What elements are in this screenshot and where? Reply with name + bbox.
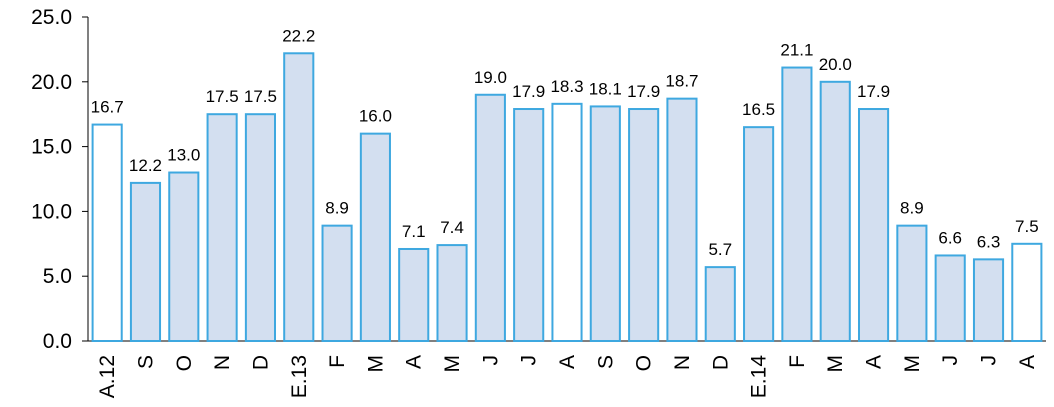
bar xyxy=(704,266,736,342)
x-category-label: E.13 xyxy=(288,355,311,398)
data-label: 21.1 xyxy=(780,41,813,60)
data-label: 19.0 xyxy=(474,68,507,87)
bar-series xyxy=(91,52,1043,343)
data-label: 17.9 xyxy=(512,82,545,101)
bar xyxy=(91,123,123,343)
x-category-label: F xyxy=(786,355,809,368)
data-label: 17.5 xyxy=(206,87,239,106)
data-label: 17.9 xyxy=(857,82,890,101)
data-label: 12.2 xyxy=(129,156,162,175)
x-category-label: M xyxy=(824,355,847,373)
x-category-label: J xyxy=(939,355,962,366)
bar xyxy=(206,113,238,342)
bar xyxy=(896,224,928,343)
x-category-label: O xyxy=(633,355,656,371)
x-category-label: S xyxy=(134,355,157,369)
x-category-label: A xyxy=(1016,355,1039,369)
data-label: 16.7 xyxy=(91,98,124,117)
bar xyxy=(474,93,506,343)
bar xyxy=(743,126,775,342)
data-label: 7.1 xyxy=(402,222,426,241)
data-label: 8.9 xyxy=(325,199,349,218)
bar xyxy=(129,181,162,342)
bar xyxy=(1011,242,1043,342)
bar xyxy=(781,66,813,342)
y-tick-label: 0.0 xyxy=(43,330,72,353)
bar xyxy=(589,105,621,343)
y-tick-label: 25.0 xyxy=(31,6,72,29)
bar xyxy=(436,244,468,342)
data-label: 6.6 xyxy=(938,228,962,247)
x-category-label: J xyxy=(978,355,1001,366)
x-axis-labels: A.12 S O N D E.13 F M A M J J A S O N D E.14 F M A M J J A xyxy=(96,355,1039,399)
data-label: 8.9 xyxy=(900,199,924,218)
data-labels: 16.7 12.2 13.0 17.5 17.5 22.2 8.9 16.0 7.1 7.4 19.… xyxy=(91,26,1039,259)
data-label: 17.9 xyxy=(627,82,660,101)
y-tick-label: 10.0 xyxy=(31,200,72,223)
bar xyxy=(244,113,277,342)
data-label: 5.7 xyxy=(708,240,732,259)
x-category-label: N xyxy=(211,355,234,370)
data-label: 18.7 xyxy=(665,72,698,91)
x-category-label: F xyxy=(326,355,349,368)
data-label: 20.0 xyxy=(819,55,852,74)
bar xyxy=(359,132,391,342)
bar xyxy=(857,108,890,342)
bar xyxy=(513,108,545,342)
y-tick-label: 5.0 xyxy=(43,265,72,288)
x-category-label: A xyxy=(403,355,426,369)
bar xyxy=(321,224,353,343)
bar xyxy=(934,254,966,343)
data-label: 22.2 xyxy=(282,26,315,45)
x-category-label: J xyxy=(479,355,502,366)
bar xyxy=(628,108,660,342)
x-category-label: M xyxy=(441,355,464,373)
x-category-label: A xyxy=(556,355,579,369)
bar xyxy=(283,52,315,343)
x-category-label: M xyxy=(364,355,387,373)
data-label: 6.3 xyxy=(977,232,1001,251)
bar xyxy=(168,171,200,342)
x-category-label: S xyxy=(594,355,617,369)
data-label: 17.5 xyxy=(244,87,277,106)
data-label: 18.3 xyxy=(550,77,583,96)
x-category-label: E.14 xyxy=(748,355,771,399)
bar xyxy=(551,102,583,342)
x-category-label: J xyxy=(518,355,541,366)
bar xyxy=(666,97,698,343)
bar xyxy=(972,258,1005,342)
x-category-label: A xyxy=(863,355,886,369)
y-tick-label: 15.0 xyxy=(31,136,72,159)
data-label: 7.4 xyxy=(440,218,464,237)
x-category-label: N xyxy=(671,355,694,370)
data-label: 16.0 xyxy=(359,107,392,126)
x-category-label: M xyxy=(901,355,924,373)
data-label: 7.5 xyxy=(1015,217,1039,236)
x-category-label: O xyxy=(173,355,196,371)
x-category-label: D xyxy=(249,355,272,370)
bar xyxy=(398,247,430,342)
data-label: 18.1 xyxy=(589,79,622,98)
data-label: 16.5 xyxy=(742,100,775,119)
y-tick-label: 20.0 xyxy=(31,71,72,94)
x-category-label: A.12 xyxy=(96,355,119,398)
bar xyxy=(819,80,851,343)
data-label: 13.0 xyxy=(167,146,200,165)
x-category-label: D xyxy=(709,355,732,370)
